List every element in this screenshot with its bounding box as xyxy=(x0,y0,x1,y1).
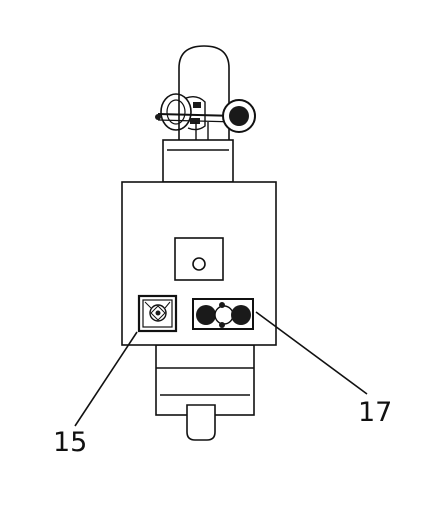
upper-collar xyxy=(162,139,234,183)
round-opening xyxy=(192,257,206,271)
callout-label-15: 15 xyxy=(53,427,87,458)
top-mechanism xyxy=(155,93,256,140)
device-outline xyxy=(121,45,277,441)
bottom-stem xyxy=(186,404,216,441)
leader-line-17 xyxy=(255,311,368,395)
callout-label-17: 17 xyxy=(358,397,392,428)
lower-body xyxy=(155,344,255,416)
leader-line-15 xyxy=(74,331,138,427)
component-15 xyxy=(137,294,178,333)
component-17 xyxy=(192,298,254,330)
